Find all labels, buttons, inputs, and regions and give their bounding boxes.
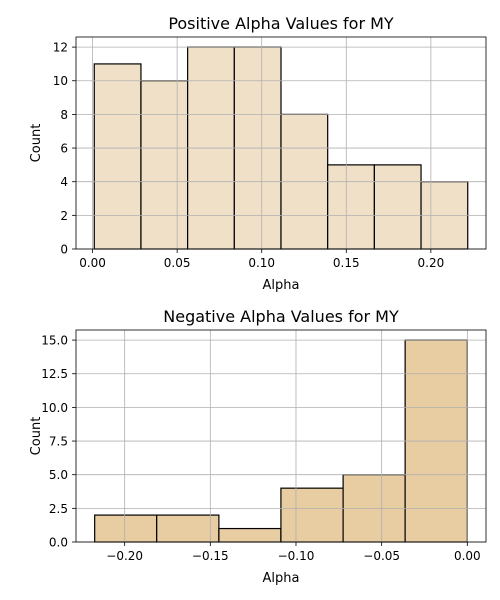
x-tick-label: 0.00 <box>454 549 481 563</box>
y-tick-label: 0 <box>60 243 68 257</box>
histogram-bar <box>140 80 189 250</box>
x-tick-label: 0.20 <box>418 256 445 270</box>
y-axis-label: Count <box>29 124 44 163</box>
y-tick-label: 12.5 <box>41 367 68 381</box>
x-axis-label: Alpha <box>263 278 300 293</box>
positive-alpha-chart: 0.00 0.05 0.10 0.15 0.20 0 2 4 6 8 10 12 Positive Al… <box>29 14 487 293</box>
y-tick-label: 2.5 <box>49 502 68 516</box>
x-tick-label: −0.15 <box>192 549 229 563</box>
y-tick-label: 10 <box>53 74 68 88</box>
chart-title: Positive Alpha Values for MY <box>168 14 394 33</box>
y-tick-label: 10.0 <box>41 401 68 415</box>
x-tick-label: 0.15 <box>333 256 360 270</box>
y-tick-label: 5.0 <box>49 468 68 482</box>
y-tick-label: 6 <box>60 142 68 156</box>
y-tick-label: 4 <box>60 175 68 189</box>
y-tick-label: 7.5 <box>49 435 68 449</box>
x-tick-label: 0.05 <box>164 256 191 270</box>
axes-frame <box>75 329 487 543</box>
x-tick-label: −0.20 <box>106 549 143 563</box>
y-tick-label: 2 <box>60 209 68 223</box>
negative-alpha-chart: −0.20 −0.15 −0.10 −0.05 0.00 0.0 2.5 5.0 7.5 10.0… <box>29 307 487 586</box>
histogram-bar <box>327 164 375 250</box>
y-tick-label: 8 <box>60 108 68 122</box>
y-tick-label: 12 <box>53 41 68 55</box>
y-axis-label: Count <box>29 417 44 456</box>
chart-title: Negative Alpha Values for MY <box>163 307 399 326</box>
histogram-bar <box>280 487 344 543</box>
x-tick-label: 0.10 <box>248 256 275 270</box>
x-axis-label: Alpha <box>263 571 300 586</box>
histogram-bar <box>156 514 220 543</box>
axes-frame <box>75 36 487 250</box>
grid <box>76 37 486 250</box>
x-tick-label: −0.10 <box>278 549 315 563</box>
histogram-bar <box>218 527 282 543</box>
y-tick-label: 15.0 <box>41 334 68 348</box>
x-tick-label: −0.05 <box>363 549 400 563</box>
y-tick-label: 0.0 <box>49 536 68 550</box>
histogram-bar <box>94 514 158 543</box>
histogram-bar <box>373 164 422 250</box>
x-tick-label: 0.00 <box>79 256 106 270</box>
histogram-bar <box>93 63 142 250</box>
